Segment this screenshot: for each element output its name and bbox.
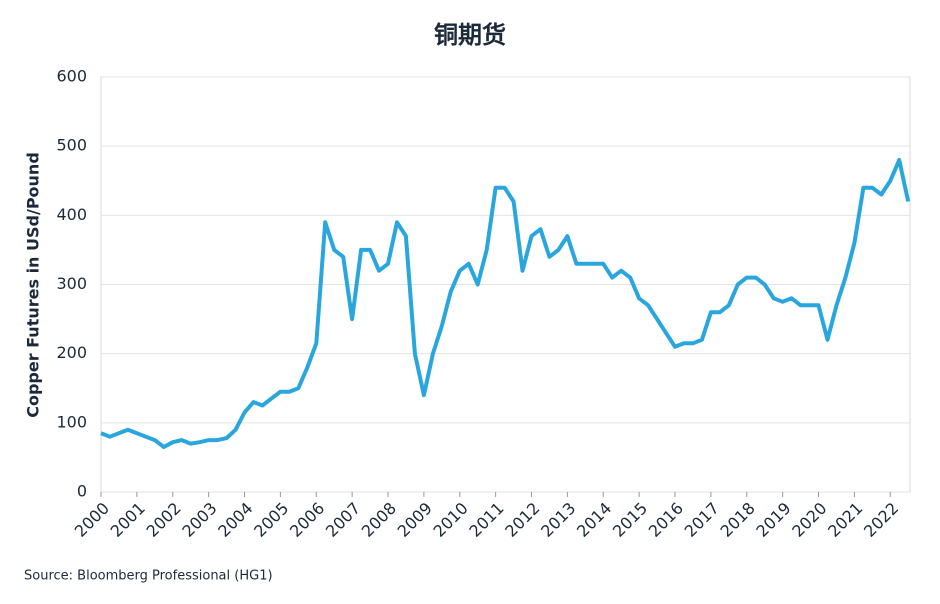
chart-title: 铜期货 [434, 21, 506, 49]
price-line [100, 158, 911, 449]
x-tick-label: 2020 [788, 499, 830, 541]
x-tick-label: 2003 [178, 499, 220, 541]
x-tick-label: 2007 [322, 499, 364, 541]
x-tick-label: 2010 [430, 499, 472, 541]
x-tick-label: 2022 [860, 499, 902, 541]
x-tick-label: 2008 [358, 499, 400, 541]
x-tick-label: 2006 [286, 499, 328, 541]
y-tick-label: 600 [56, 67, 87, 86]
y-axis-label: Copper Futures in USd/Pound [24, 152, 43, 418]
x-tick-label: 2016 [645, 499, 687, 541]
y-tick-label: 200 [56, 343, 87, 362]
x-tick-label: 2009 [394, 499, 436, 541]
x-tick-label: 2021 [824, 499, 866, 541]
x-tick-label: 2019 [752, 499, 794, 541]
x-tick-label: 2013 [537, 499, 579, 541]
x-tick-label: 2018 [717, 499, 759, 541]
x-tick-label: 2005 [250, 499, 292, 541]
y-tick-label: 300 [56, 274, 87, 293]
x-tick-label: 2014 [573, 499, 615, 541]
x-tick-label: 2011 [465, 499, 507, 541]
x-tick-label: 2015 [609, 499, 651, 541]
y-tick-label: 400 [56, 205, 87, 224]
x-tick-label: 2002 [143, 499, 185, 541]
y-tick-label: 0 [77, 482, 87, 501]
y-tick-label: 100 [56, 412, 87, 431]
x-tick-label: 2012 [501, 499, 543, 541]
x-tick-label: 2001 [107, 499, 149, 541]
source-note: Source: Bloomberg Professional (HG1) [24, 569, 273, 584]
x-tick-label: 2004 [214, 499, 256, 541]
x-tick-label: 2017 [681, 499, 723, 541]
x-tick-label: 2000 [71, 499, 113, 541]
y-tick-label: 500 [56, 136, 87, 155]
